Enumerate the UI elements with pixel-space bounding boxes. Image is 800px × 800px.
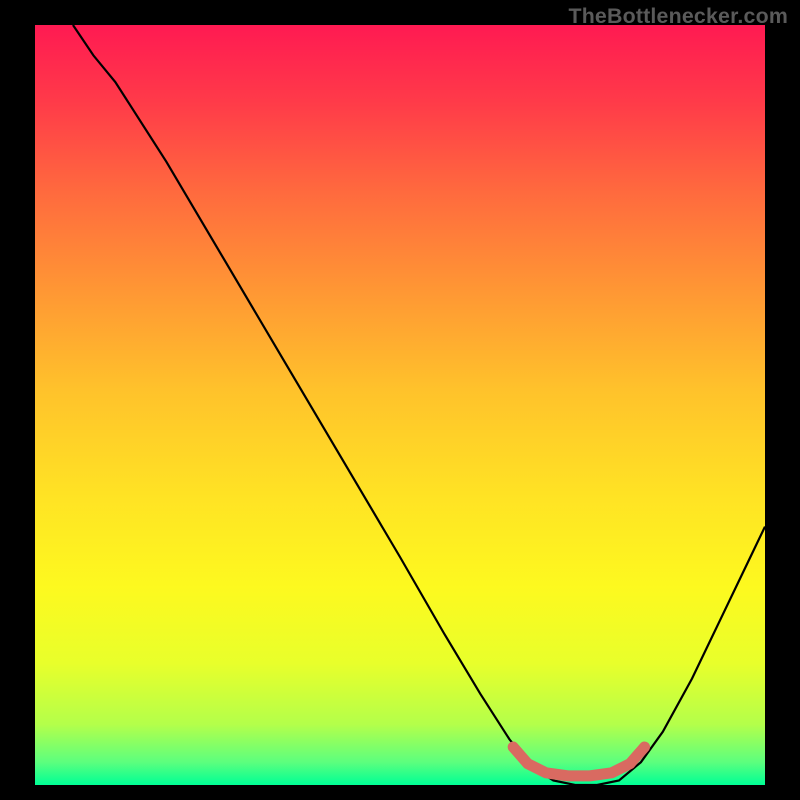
watermark-text: TheBottlenecker.com [568, 4, 788, 29]
bottleneck-chart [35, 25, 765, 785]
chart-background [35, 25, 765, 785]
chart-frame: TheBottlenecker.com [0, 0, 800, 800]
